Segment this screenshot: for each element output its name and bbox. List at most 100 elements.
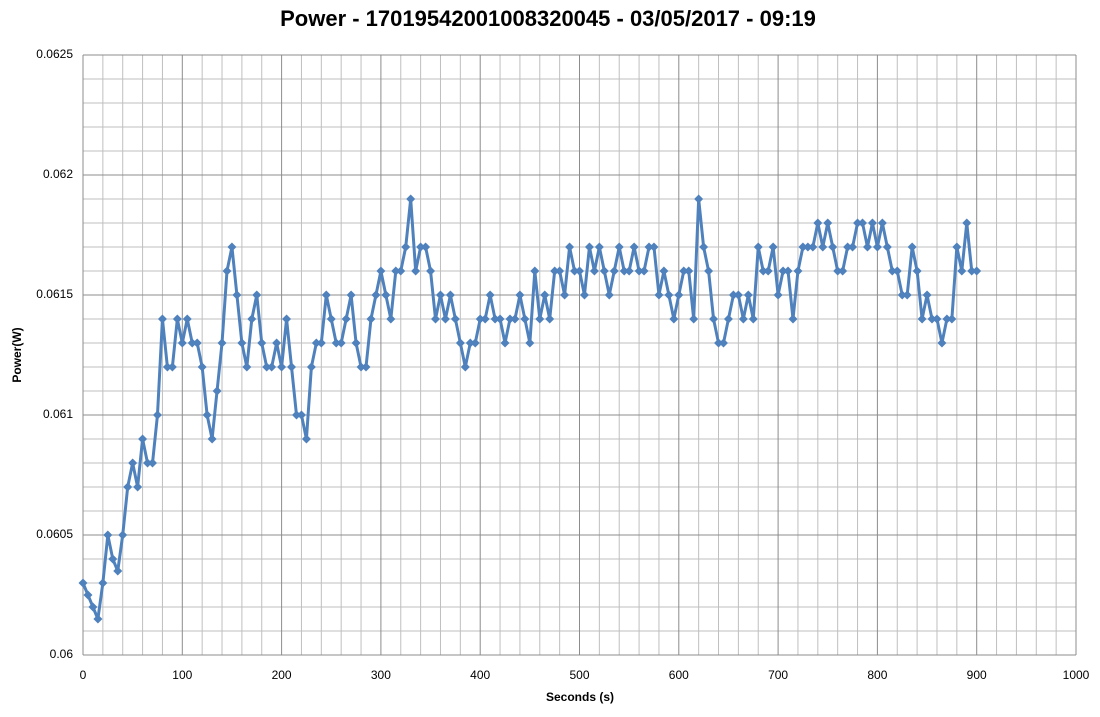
data-marker [709,314,719,324]
data-marker [108,554,118,564]
data-marker [545,314,555,324]
data-marker [733,290,743,300]
data-marker [540,290,550,300]
data-marker [217,338,227,348]
data-marker [282,314,292,324]
data-marker [654,290,664,300]
data-marker [93,614,103,624]
data-marker [128,458,138,468]
data-marker [262,362,272,372]
data-marker [972,266,982,276]
data-marker [942,314,952,324]
data-marker [331,338,341,348]
data-marker [361,362,371,372]
data-marker [401,242,411,252]
data-marker [818,242,828,252]
data-marker [594,242,604,252]
data-marker [584,242,594,252]
data-marker [341,314,351,324]
x-tick-label: 600 [669,668,689,682]
x-tick-label: 200 [272,668,292,682]
data-marker [505,314,515,324]
data-marker [823,218,833,228]
data-marker [396,266,406,276]
data-marker [83,590,93,600]
data-marker [157,314,167,324]
data-marker [321,290,331,300]
data-marker [485,290,495,300]
data-marker [644,242,654,252]
data-marker [421,242,431,252]
data-marker [123,482,133,492]
data-marker [326,314,336,324]
data-marker [848,242,858,252]
data-marker [768,242,778,252]
data-marker [565,242,575,252]
data-marker [694,194,704,204]
data-marker [798,242,808,252]
data-marker [748,314,758,324]
data-marker [927,314,937,324]
data-marker [296,410,306,420]
data-marker [301,434,311,444]
data-marker [435,290,445,300]
data-marker [133,482,143,492]
data-marker [182,314,192,324]
data-marker [431,314,441,324]
data-marker [277,362,287,372]
x-tick-label: 900 [967,668,987,682]
data-marker [495,314,505,324]
data-marker [416,242,426,252]
data-marker [803,242,813,252]
data-marker [98,578,108,588]
data-marker [118,530,128,540]
data-marker [867,218,877,228]
data-marker [306,362,316,372]
data-marker [465,338,475,348]
data-marker [222,266,232,276]
data-marker [624,266,634,276]
data-marker [743,290,753,300]
data-marker [515,290,525,300]
data-marker [892,266,902,276]
data-marker [411,266,421,276]
data-marker [371,290,381,300]
data-marker [356,362,366,372]
data-marker [167,362,177,372]
data-marker [242,362,252,372]
x-tick-label: 400 [470,668,490,682]
data-marker [614,242,624,252]
data-marker [838,266,848,276]
data-marker [738,314,748,324]
data-marker [287,362,297,372]
data-marker [426,266,436,276]
data-marker [386,314,396,324]
data-marker [391,266,401,276]
data-marker [510,314,520,324]
data-marker [192,338,202,348]
x-tick-label: 1000 [1063,668,1090,682]
data-marker [570,266,580,276]
data-marker [957,266,967,276]
data-marker [162,362,172,372]
data-marker [579,290,589,300]
data-marker [138,434,148,444]
data-marker [376,266,386,276]
data-marker [550,266,560,276]
data-marker [227,242,237,252]
data-marker [853,218,863,228]
data-marker [520,314,530,324]
data-marker [813,218,823,228]
y-tick-label: 0.0625 [36,47,73,61]
data-marker [366,314,376,324]
data-marker [793,266,803,276]
x-tick-label: 800 [867,668,887,682]
data-marker [619,266,629,276]
data-marker [440,314,450,324]
y-tick-label: 0.061 [43,407,73,421]
data-marker [808,242,818,252]
data-marker [917,314,927,324]
data-marker [659,266,669,276]
data-marker [450,314,460,324]
